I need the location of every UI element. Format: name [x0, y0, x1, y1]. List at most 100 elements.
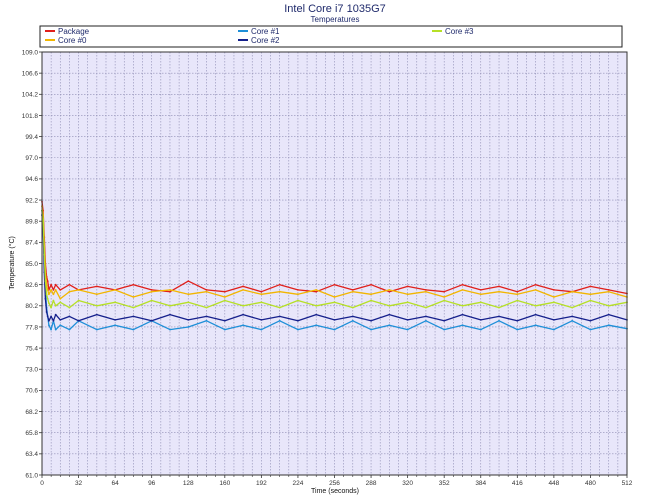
data-point [54, 304, 57, 307]
data-point [169, 289, 171, 291]
data-point [333, 319, 336, 321]
data-point [607, 304, 610, 307]
data-point [68, 283, 71, 286]
data-point [370, 293, 372, 296]
data-point [187, 326, 190, 328]
data-point [205, 306, 208, 309]
data-point [333, 283, 336, 286]
legend-label: Package [58, 27, 90, 36]
data-point [333, 328, 336, 331]
data-point [589, 328, 592, 331]
data-point [553, 328, 555, 331]
data-point [242, 324, 245, 327]
data-point [260, 319, 263, 321]
data-point [42, 218, 44, 221]
data-point [242, 304, 245, 307]
data-point [315, 289, 318, 291]
data-point [169, 290, 171, 293]
data-point [516, 319, 519, 322]
data-point [315, 313, 318, 316]
x-tick-label: 288 [366, 480, 377, 487]
x-tick-label: 416 [512, 480, 523, 487]
x-tick-label: 96 [148, 480, 156, 487]
data-point [45, 293, 48, 296]
x-tick-label: 448 [548, 480, 559, 487]
data-point [571, 306, 574, 309]
data-point [351, 315, 354, 318]
data-point [54, 289, 57, 291]
x-tick-label: 192 [256, 480, 267, 487]
data-point [461, 313, 464, 316]
data-point [315, 324, 318, 327]
data-point [553, 319, 555, 321]
y-tick-label: 101.8 [22, 113, 39, 120]
data-point [278, 315, 281, 318]
data-point [589, 299, 592, 302]
data-point [351, 290, 354, 293]
y-tick-label: 85.0 [25, 261, 38, 268]
data-point [223, 296, 226, 298]
data-point [534, 313, 537, 316]
data-point [169, 304, 171, 307]
data-point [534, 289, 537, 291]
data-point [242, 289, 245, 291]
y-tick-label: 80.2 [25, 303, 38, 310]
data-point [607, 289, 610, 291]
data-point [315, 290, 318, 293]
data-point [553, 301, 555, 304]
data-point [132, 328, 135, 331]
data-point [516, 293, 519, 296]
data-point [479, 328, 482, 331]
data-point [77, 299, 80, 302]
y-tick-label: 97.0 [25, 155, 38, 162]
data-point [553, 296, 555, 298]
grid [41, 51, 628, 476]
data-point [388, 324, 391, 327]
data-point [68, 315, 71, 318]
data-point [516, 299, 519, 302]
data-point [48, 319, 50, 322]
x-tick-label: 384 [475, 480, 486, 487]
data-point [333, 296, 336, 298]
data-point [461, 283, 464, 286]
data-point [260, 301, 263, 304]
data-point [50, 283, 52, 286]
data-point [571, 290, 574, 293]
data-point [607, 324, 610, 327]
data-point [223, 319, 226, 322]
y-tick-label: 89.8 [25, 219, 38, 226]
chart-subtitle: Temperatures [311, 15, 360, 24]
data-point [498, 290, 500, 293]
x-tick-label: 64 [112, 480, 120, 487]
legend: Package Core #1 Core #3 Core #0 Core #2 [45, 27, 474, 45]
data-point [297, 319, 299, 322]
data-point [59, 301, 62, 304]
y-tick-label: 92.2 [25, 197, 38, 204]
data-point [443, 319, 446, 322]
data-point [205, 290, 208, 293]
data-point [95, 328, 98, 331]
legend-label: Core #0 [58, 36, 87, 45]
data-point [553, 289, 555, 291]
y-tick-label: 73.0 [25, 367, 38, 374]
data-point [95, 304, 98, 307]
data-point [406, 293, 409, 296]
data-point [297, 328, 299, 331]
data-point [114, 301, 116, 304]
data-point [406, 301, 409, 304]
x-tick-label: 32 [75, 480, 83, 487]
y-tick-label: 70.6 [25, 388, 38, 395]
data-point [52, 319, 55, 322]
y-tick-label: 99.4 [25, 134, 38, 141]
data-point [516, 328, 519, 331]
legend-label: Core #1 [251, 27, 280, 36]
data-point [169, 313, 171, 316]
data-point [278, 290, 281, 293]
data-point [54, 283, 57, 286]
data-point [260, 328, 263, 331]
data-point [150, 299, 153, 302]
data-point [461, 324, 464, 327]
x-tick-label: 320 [402, 480, 413, 487]
data-point [187, 319, 190, 321]
y-tick-label: 87.4 [25, 240, 38, 247]
